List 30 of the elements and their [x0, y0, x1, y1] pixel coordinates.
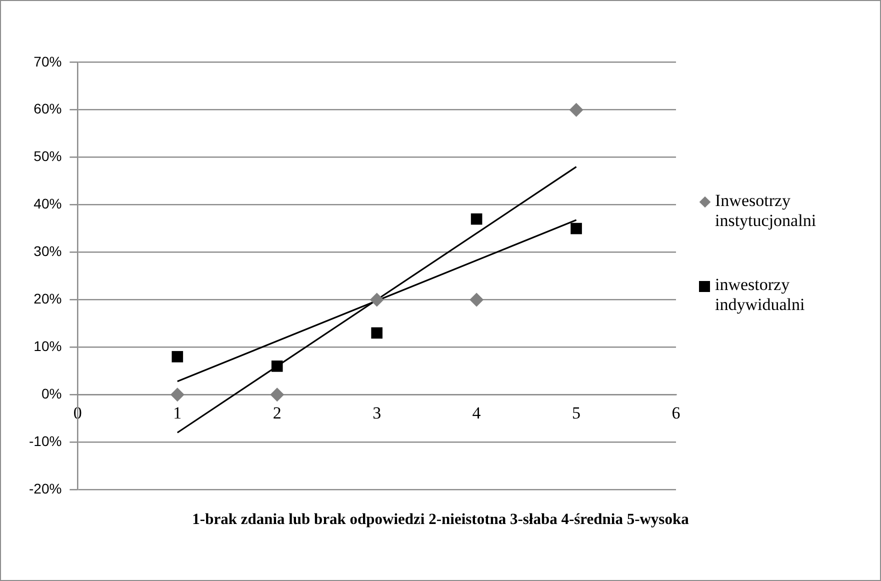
- y-tick-label: 40%: [34, 196, 62, 212]
- point: [270, 388, 284, 402]
- y-tick-label: 20%: [34, 290, 62, 307]
- point: [170, 388, 184, 402]
- y-tick-label: 70%: [34, 53, 62, 70]
- y-tick-label: -20%: [28, 480, 62, 496]
- x-tick-label: 2: [272, 403, 282, 422]
- y-tick-label: 0%: [41, 386, 62, 402]
- x-tick-label: 6: [672, 403, 680, 422]
- y-tick-label: 50%: [34, 148, 62, 164]
- y-tick-label: 30%: [34, 243, 62, 260]
- point: [271, 360, 283, 372]
- y-tick-label: 10%: [34, 338, 62, 354]
- legend-label: Inwesotrzy instytucjonalni: [715, 191, 818, 231]
- x-tick-label: 4: [472, 403, 482, 422]
- x-tick-label: 3: [372, 403, 382, 422]
- point: [470, 292, 484, 307]
- x-tick-label: 0: [73, 403, 82, 422]
- point: [470, 213, 482, 225]
- point: [371, 327, 382, 339]
- legend-label: inwestorzy indywidualni: [715, 275, 806, 315]
- x-tick-label: 5: [572, 403, 581, 422]
- x-tick-label: 1: [173, 403, 182, 422]
- point: [370, 292, 384, 307]
- point: [570, 222, 582, 234]
- y-tick-label: 60%: [34, 100, 62, 117]
- point: [569, 102, 584, 117]
- y-tick-label: -10%: [28, 432, 62, 449]
- point: [172, 351, 184, 362]
- x-axis-title: 1-brak zdania lub brak odpowiedzi 2-nieistotna 3-słaba 4-średnia 5-wysoka: [191, 511, 690, 529]
